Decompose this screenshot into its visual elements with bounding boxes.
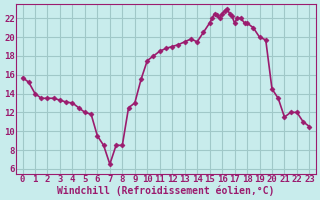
- X-axis label: Windchill (Refroidissement éolien,°C): Windchill (Refroidissement éolien,°C): [57, 185, 275, 196]
